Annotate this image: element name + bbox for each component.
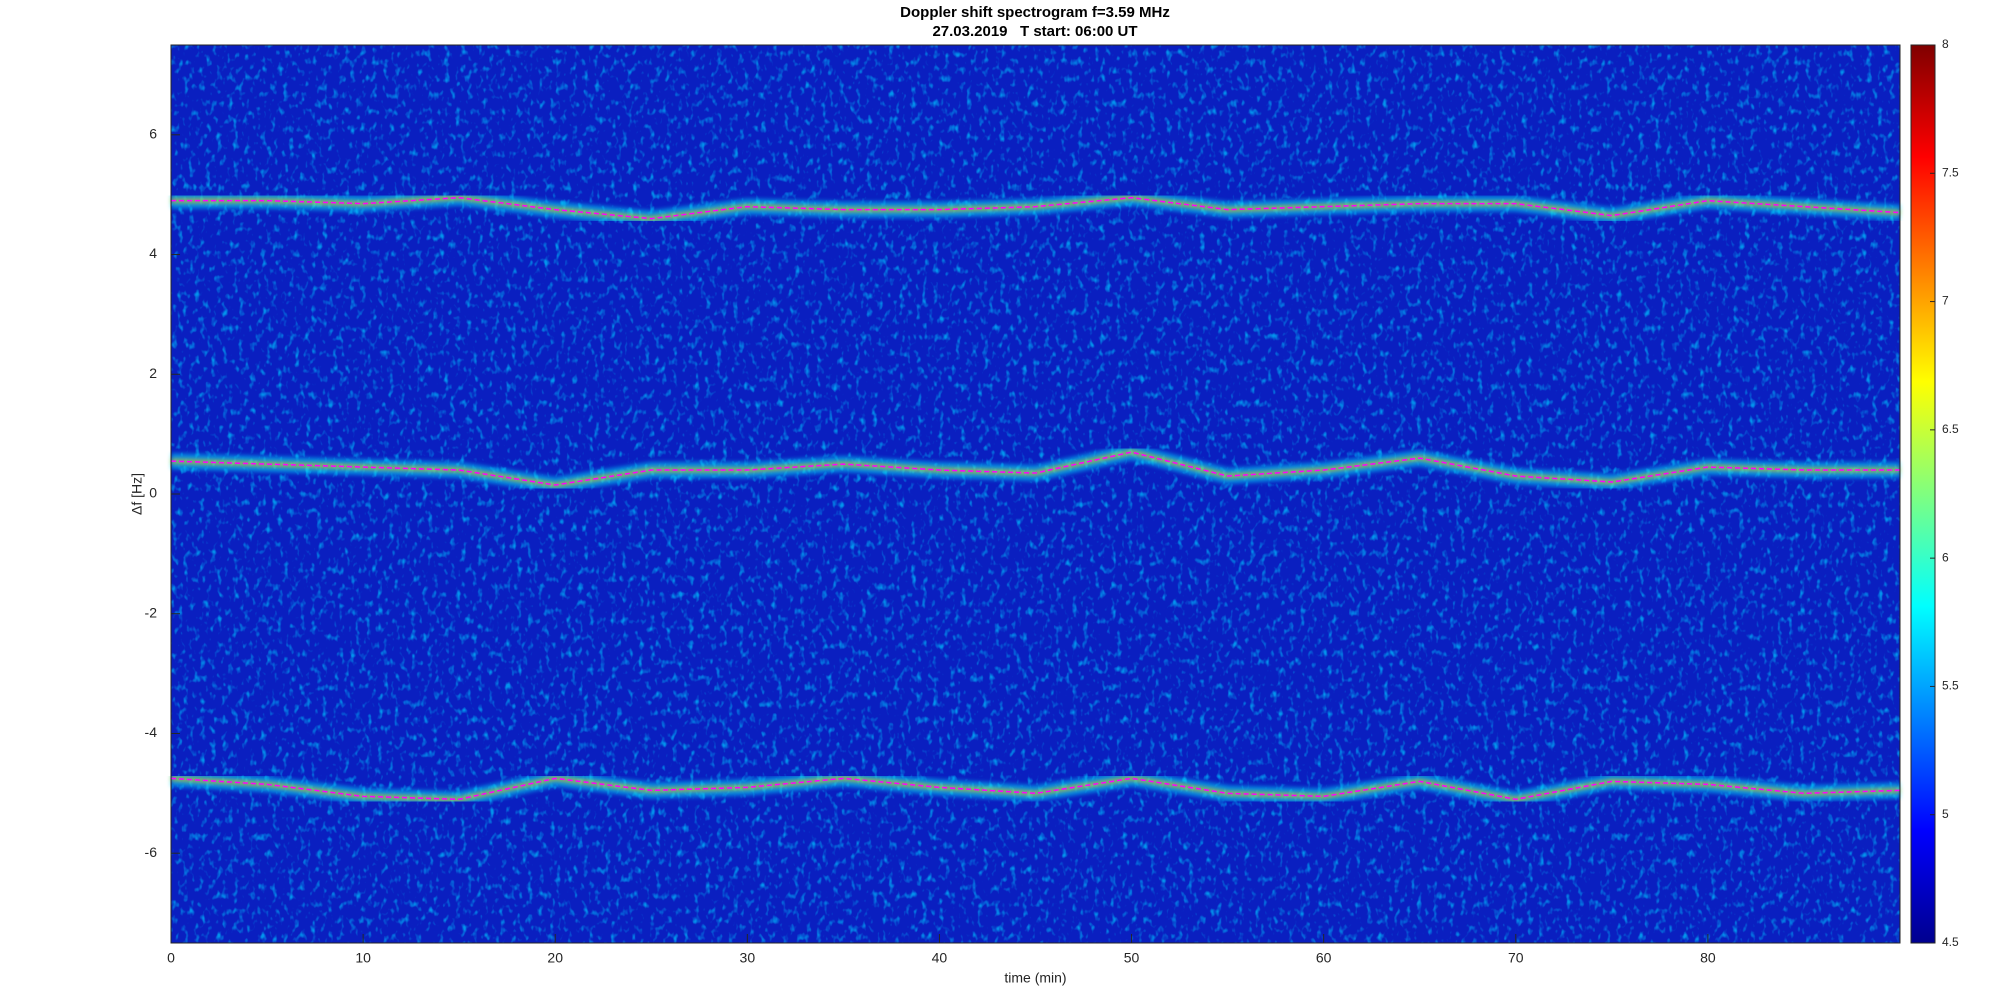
colorbar-tick-label: 4.5 (1942, 935, 1959, 949)
y-axis-label: Δf [Hz] (129, 473, 145, 515)
x-tick-label: 70 (1508, 950, 1524, 966)
chart-subtitle: 27.03.2019 T start: 06:00 UT (932, 23, 1137, 40)
colorbar-tick-label: 7.5 (1942, 165, 1959, 179)
trace-line (170, 451, 1900, 486)
trace-line (170, 777, 1901, 801)
y-tick-label: 4 (149, 245, 157, 261)
y-tick-label: -6 (145, 844, 158, 860)
chart-title: Doppler shift spectrogram f=3.59 MHz (900, 4, 1170, 21)
x-tick-label: 30 (740, 950, 756, 966)
x-tick-label: 60 (1316, 950, 1332, 966)
colorbar-tick-label: 6.5 (1942, 422, 1959, 436)
x-axis-label: time (min) (1004, 970, 1066, 986)
trace-line (171, 196, 1901, 220)
colorbar-tick-label: 7 (1942, 294, 1949, 308)
colorbar-tick-label: 5.5 (1942, 679, 1959, 693)
x-tick-label: 10 (355, 950, 371, 966)
y-tick-label: 2 (149, 365, 157, 381)
colorbar-tick-label: 6 (1942, 550, 1949, 564)
colorbar-tick-label: 5 (1942, 807, 1949, 821)
x-tick-label: 20 (547, 950, 563, 966)
plot-noise (171, 45, 1900, 943)
colorbar-tick-label: 8 (1942, 37, 1949, 51)
x-tick-label: 40 (932, 950, 948, 966)
colorbar (1910, 44, 1936, 944)
x-tick-label: 80 (1700, 950, 1716, 966)
y-tick-label: 6 (149, 126, 157, 142)
y-tick-label: -4 (145, 724, 158, 740)
x-tick-label: 0 (167, 950, 175, 966)
y-tick-label: 0 (149, 485, 157, 501)
x-tick-label: 50 (1124, 950, 1140, 966)
y-tick-label: -2 (145, 604, 158, 620)
